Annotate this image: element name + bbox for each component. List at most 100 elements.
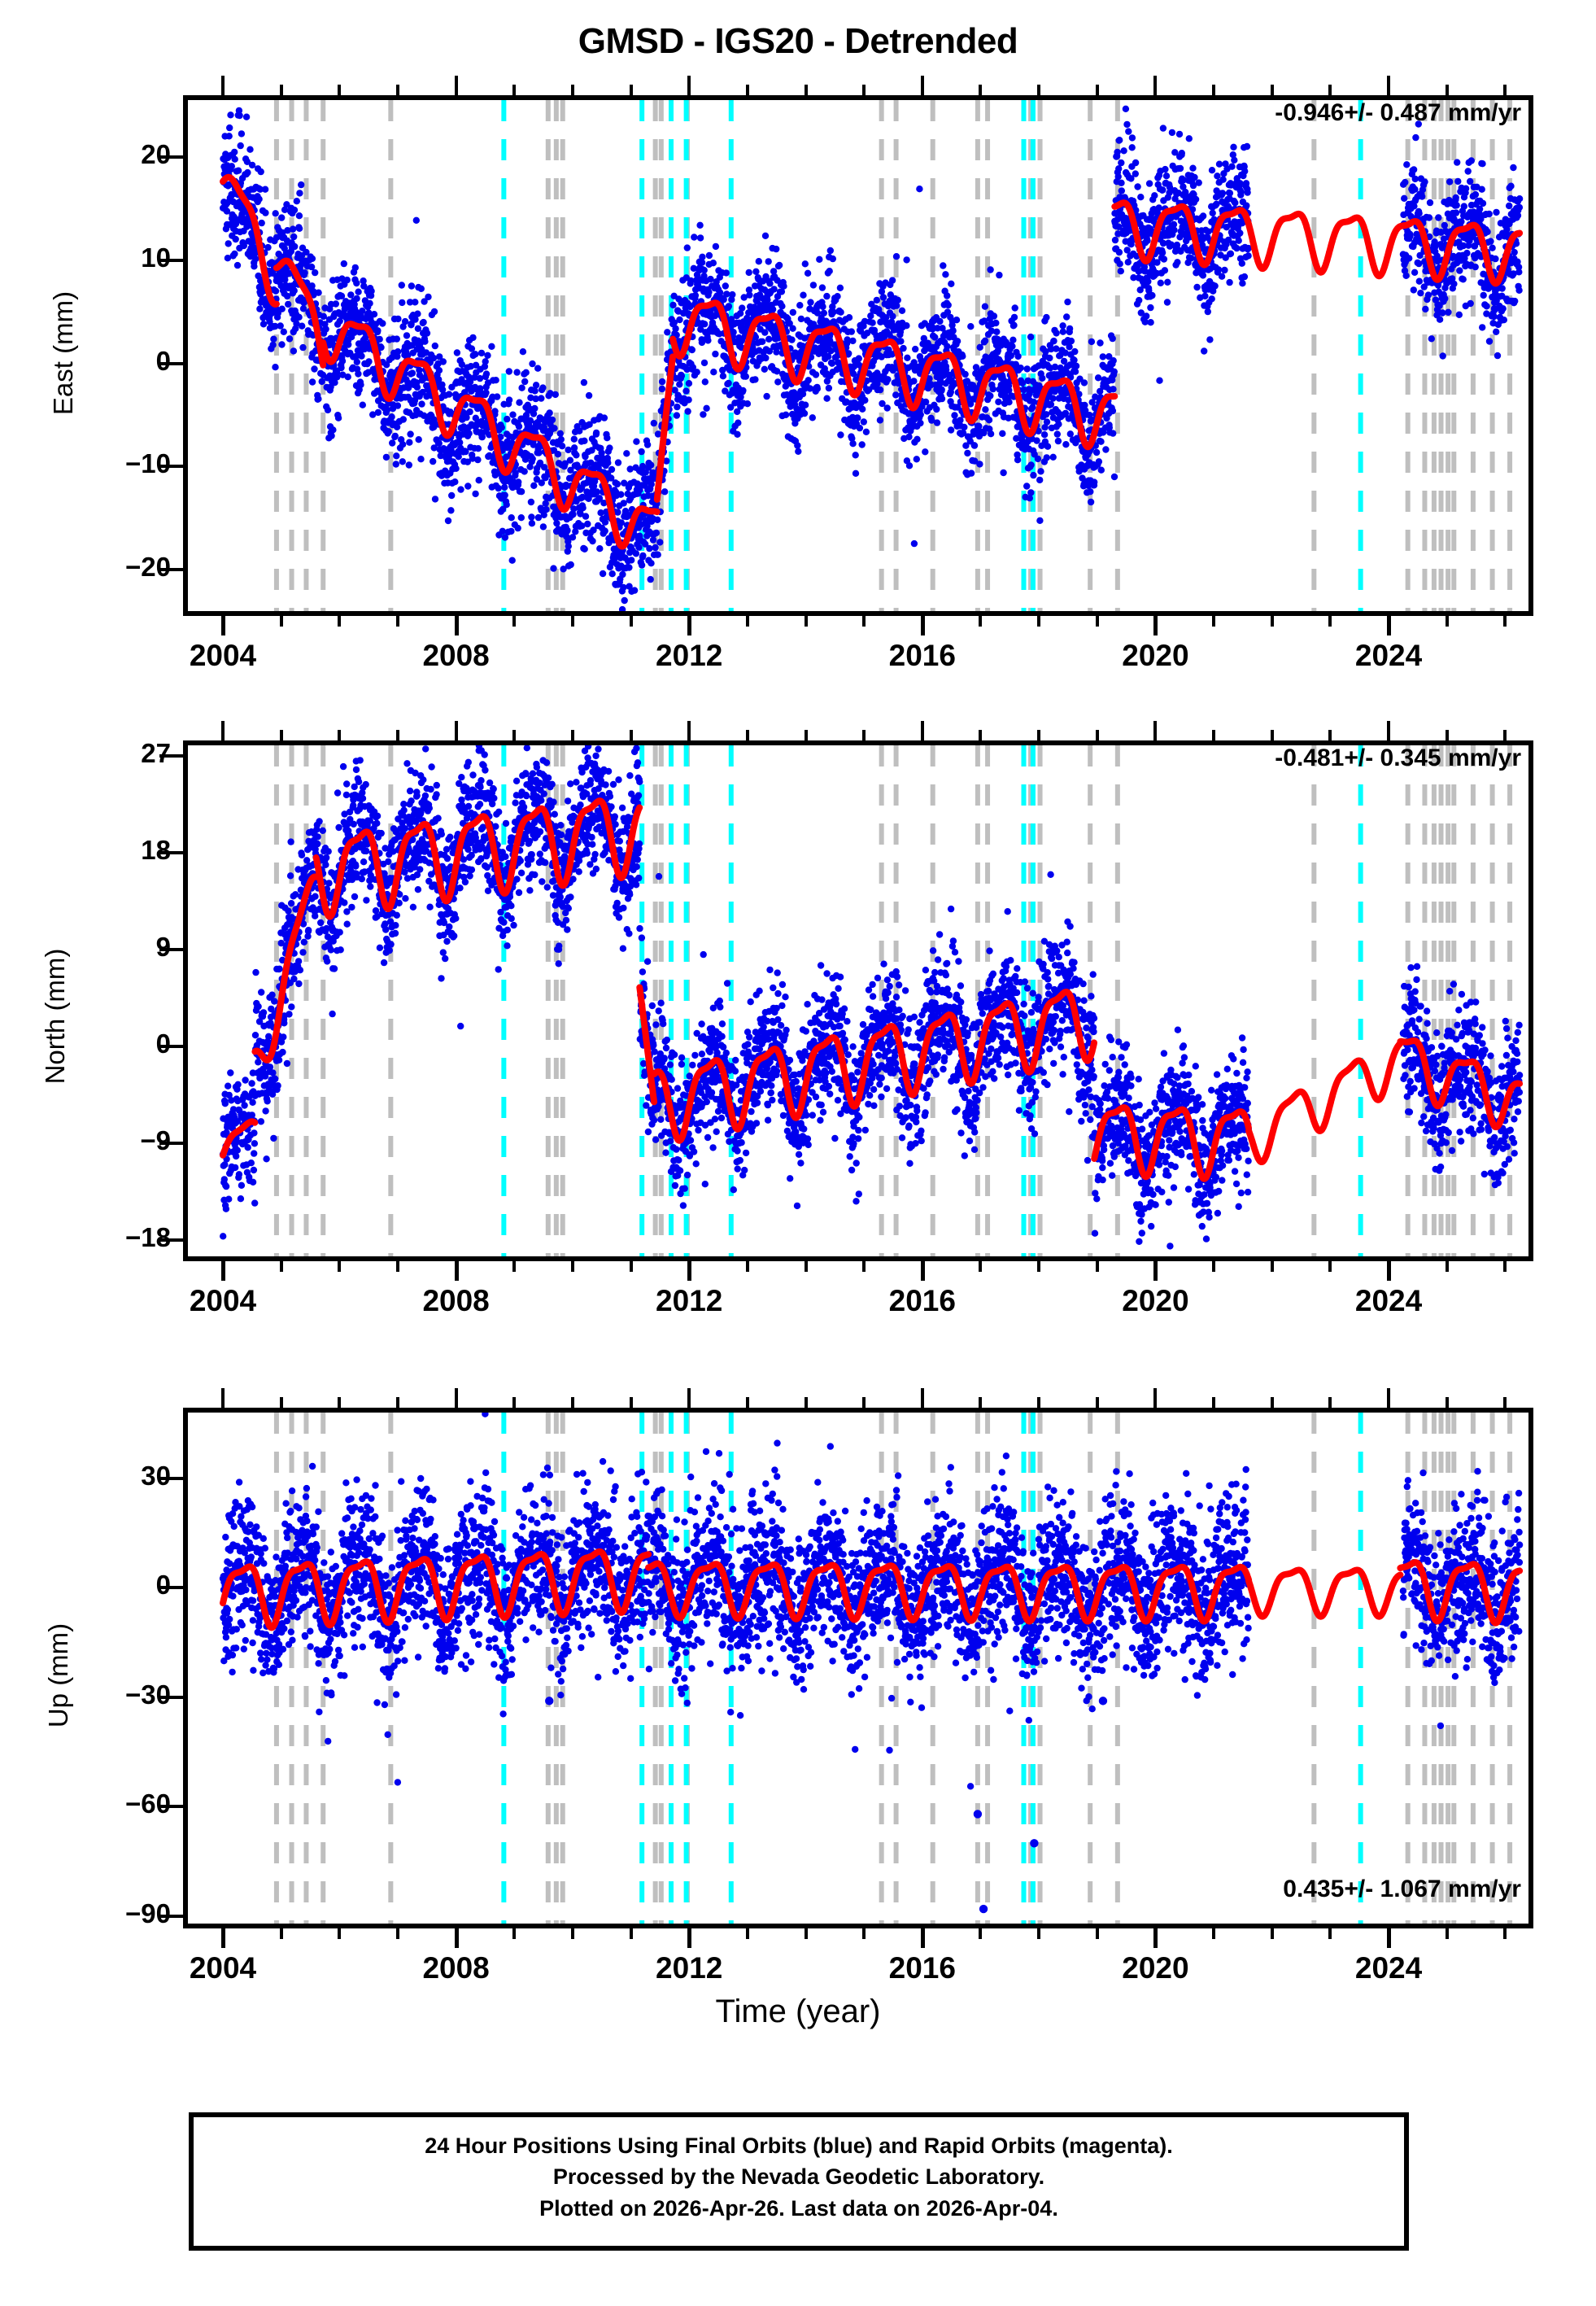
x-tick-mark-up — [455, 1928, 459, 1948]
x-top-tick-east — [571, 85, 574, 95]
y-tick-mark-north — [159, 948, 183, 951]
x-minor-tick-east — [862, 616, 866, 627]
x-top-tick-east — [1212, 85, 1215, 95]
x-top-tick-north — [396, 730, 399, 740]
x-tick-label-north-2012: 2012 — [616, 1284, 762, 1318]
x-tick-label-east-2008: 2008 — [383, 639, 530, 673]
x-tick-label-up-2024: 2024 — [1315, 1951, 1462, 1985]
x-top-tick-up — [862, 1397, 866, 1408]
plot-frame-east — [183, 95, 1533, 616]
x-top-tick-up — [338, 1397, 341, 1408]
x-top-tick-east — [979, 85, 982, 95]
x-top-tick-up — [455, 1388, 458, 1408]
x-top-tick-up — [571, 1397, 574, 1408]
x-top-tick-up — [1271, 1397, 1274, 1408]
x-top-tick-up — [1387, 1388, 1390, 1408]
y-tick-label-up: −90 — [49, 1898, 171, 1929]
plot-frame-up — [183, 1408, 1533, 1928]
y-tick-mark-up — [159, 1586, 183, 1589]
x-minor-tick-up — [862, 1928, 866, 1939]
y-tick-mark-north — [159, 1045, 183, 1048]
x-top-tick-up — [921, 1388, 924, 1408]
x-top-tick-north — [280, 730, 283, 740]
x-minor-tick-east — [1096, 616, 1099, 627]
x-top-tick-up — [396, 1397, 399, 1408]
y-tick-mark-up — [159, 1477, 183, 1480]
x-tick-mark-east — [455, 616, 459, 635]
x-minor-tick-east — [1271, 616, 1274, 627]
x-top-tick-up — [1503, 1397, 1507, 1408]
x-top-tick-north — [1328, 730, 1332, 740]
x-minor-tick-up — [1096, 1928, 1099, 1939]
x-top-tick-east — [455, 76, 458, 95]
x-minor-tick-north — [1328, 1261, 1332, 1272]
y-tick-mark-east — [159, 155, 183, 159]
x-minor-tick-east — [746, 616, 749, 627]
x-minor-tick-north — [1037, 1261, 1040, 1272]
y-tick-mark-north — [159, 754, 183, 758]
x-tick-label-east-2020: 2020 — [1082, 639, 1228, 673]
x-top-tick-north — [1446, 730, 1449, 740]
y-tick-mark-east — [159, 465, 183, 468]
y-tick-label-up: −30 — [49, 1679, 171, 1710]
x-minor-tick-up — [571, 1928, 574, 1939]
x-minor-tick-north — [396, 1261, 399, 1272]
x-minor-tick-up — [746, 1928, 749, 1939]
x-tick-label-north-2008: 2008 — [383, 1284, 530, 1318]
x-minor-tick-up — [512, 1928, 516, 1939]
x-tick-mark-north — [921, 1261, 925, 1281]
x-tick-mark-east — [221, 616, 225, 635]
x-tick-label-up-2008: 2008 — [383, 1951, 530, 1985]
x-minor-tick-east — [338, 616, 341, 627]
rate-annotation-east: -0.946+/- 0.487 mm/yr — [960, 99, 1521, 127]
y-tick-mark-north — [159, 1142, 183, 1145]
x-tick-label-north-2024: 2024 — [1315, 1284, 1462, 1318]
x-top-tick-up — [1328, 1397, 1332, 1408]
x-minor-tick-north — [571, 1261, 574, 1272]
x-minor-tick-east — [571, 616, 574, 627]
x-minor-tick-east — [1037, 616, 1040, 627]
x-top-tick-east — [1503, 85, 1507, 95]
rate-annotation-north: -0.481+/- 0.345 mm/yr — [960, 745, 1521, 772]
x-top-tick-east — [1153, 76, 1157, 95]
y-tick-label-north: 27 — [49, 738, 171, 769]
x-minor-tick-up — [1446, 1928, 1449, 1939]
x-top-tick-north — [221, 721, 225, 740]
x-top-tick-up — [1037, 1397, 1040, 1408]
x-tick-mark-up — [687, 1928, 691, 1948]
x-top-tick-up — [979, 1397, 982, 1408]
x-tick-mark-north — [687, 1261, 691, 1281]
x-tick-mark-up — [221, 1928, 225, 1948]
x-tick-mark-east — [921, 616, 925, 635]
x-top-tick-east — [280, 85, 283, 95]
x-top-tick-north — [1387, 721, 1390, 740]
x-minor-tick-east — [1212, 616, 1215, 627]
y-tick-label-east: 0 — [49, 346, 171, 377]
x-minor-tick-up — [338, 1928, 341, 1939]
x-top-tick-north — [979, 730, 982, 740]
x-minor-tick-up — [396, 1928, 399, 1939]
caption-box: 24 Hour Positions Using Final Orbits (bl… — [189, 2112, 1409, 2251]
x-minor-tick-north — [862, 1261, 866, 1272]
x-top-tick-east — [1387, 76, 1390, 95]
x-axis-label: Time (year) — [0, 1994, 1596, 2030]
x-minor-tick-east — [630, 616, 633, 627]
x-minor-tick-north — [630, 1261, 633, 1272]
page-title: GMSD - IGS20 - Detrended — [0, 21, 1596, 62]
y-tick-label-east: −10 — [49, 448, 171, 479]
x-top-tick-east — [396, 85, 399, 95]
x-minor-tick-east — [979, 616, 982, 627]
rate-annotation-up: 0.435+/- 1.067 mm/yr — [960, 1876, 1521, 1903]
y-tick-label-north: 18 — [49, 835, 171, 866]
x-minor-tick-up — [1271, 1928, 1274, 1939]
y-tick-mark-up — [159, 1805, 183, 1808]
x-tick-label-east-2012: 2012 — [616, 639, 762, 673]
x-top-tick-up — [746, 1397, 749, 1408]
plot-frame-north — [183, 740, 1533, 1261]
y-tick-label-east: 20 — [49, 139, 171, 170]
x-tick-mark-north — [1387, 1261, 1391, 1281]
x-tick-label-up-2016: 2016 — [849, 1951, 996, 1985]
x-top-tick-east — [805, 85, 808, 95]
y-tick-mark-east — [159, 362, 183, 365]
x-top-tick-up — [280, 1397, 283, 1408]
